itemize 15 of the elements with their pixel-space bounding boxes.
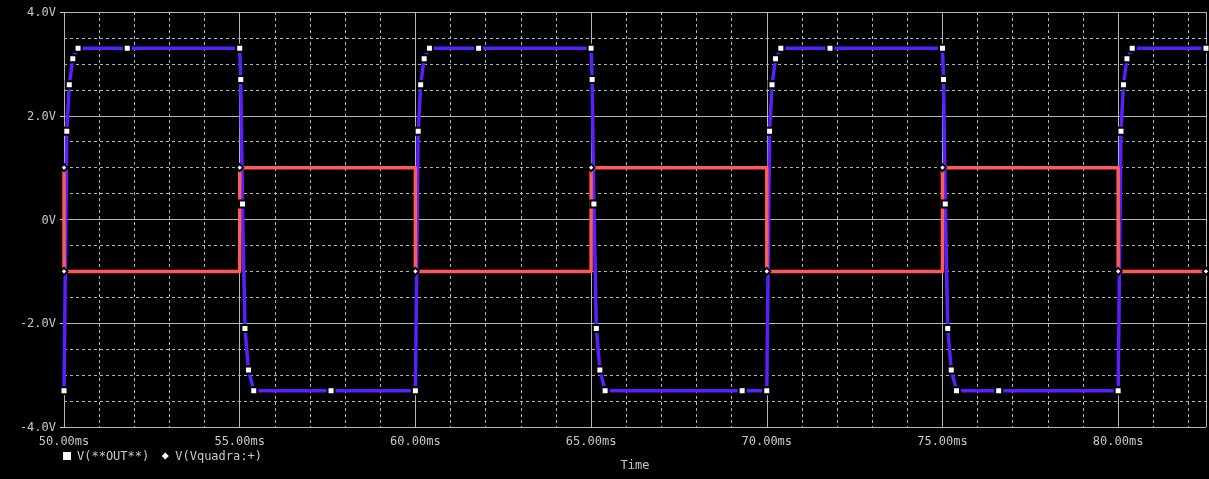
legend-label: V(**OUT**) (77, 449, 150, 463)
x-tick-label: 60.00ms (390, 434, 441, 448)
y-tick-label: -2.0V (19, 316, 56, 331)
x-tick-label: 55.00ms (214, 434, 265, 448)
x-tick-label: 65.00ms (565, 434, 617, 448)
y-tick-label: 0V (41, 212, 56, 227)
x-tick-label: 80.00ms (1092, 434, 1144, 448)
x-tick-label: 75.00ms (917, 434, 968, 448)
y-tick-label: 2.0V (27, 108, 56, 123)
legend-label: V(Vquadra:+) (175, 449, 262, 463)
y-tick-label: 4.0V (27, 5, 56, 19)
x-tick-label: 70.00ms (741, 434, 793, 448)
x-axis-title: Time (620, 458, 650, 472)
x-tick-label: 50.00ms (38, 434, 90, 448)
y-tick-label: -4.0V (19, 420, 56, 434)
